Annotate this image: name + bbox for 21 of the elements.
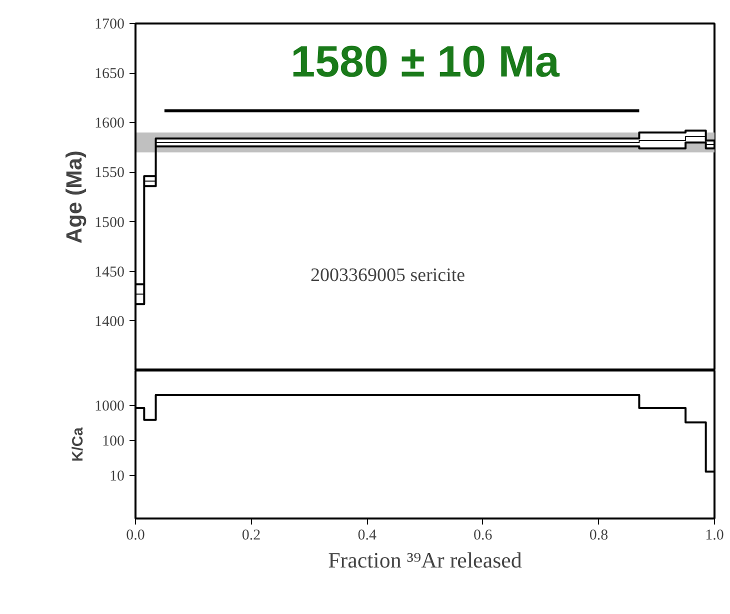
y-tick-label: 1700 <box>94 16 124 32</box>
y-tick-label: 1600 <box>94 116 124 132</box>
y-tick-label: 1000 <box>94 398 124 415</box>
y-tick-label: 1500 <box>94 214 124 231</box>
y-axis-title: K/Ca <box>70 426 86 462</box>
y-axis-title: Age (Ma) <box>62 150 86 244</box>
x-tick-label: 0.2 <box>242 528 261 544</box>
x-tick-label: 1.0 <box>705 528 724 544</box>
x-axis-title: Fraction ³⁹Ar released <box>328 548 522 572</box>
x-tick-label: 0.8 <box>589 528 608 544</box>
y-tick-label: 10 <box>110 468 124 485</box>
y-tick-label: 1400 <box>94 314 124 330</box>
y-tick-label: 1450 <box>94 264 124 280</box>
x-tick-label: 0.0 <box>126 528 145 544</box>
y-tick-label: 100 <box>102 434 124 450</box>
annotation: 2003369005 sericite <box>310 265 466 286</box>
chart-title: 1580 ± 10 Ma <box>290 37 560 86</box>
x-tick-label: 0.4 <box>358 528 377 544</box>
y-tick-label: 1550 <box>94 165 124 182</box>
x-tick-label: 0.6 <box>474 528 493 544</box>
y-tick-label: 1650 <box>94 66 124 82</box>
